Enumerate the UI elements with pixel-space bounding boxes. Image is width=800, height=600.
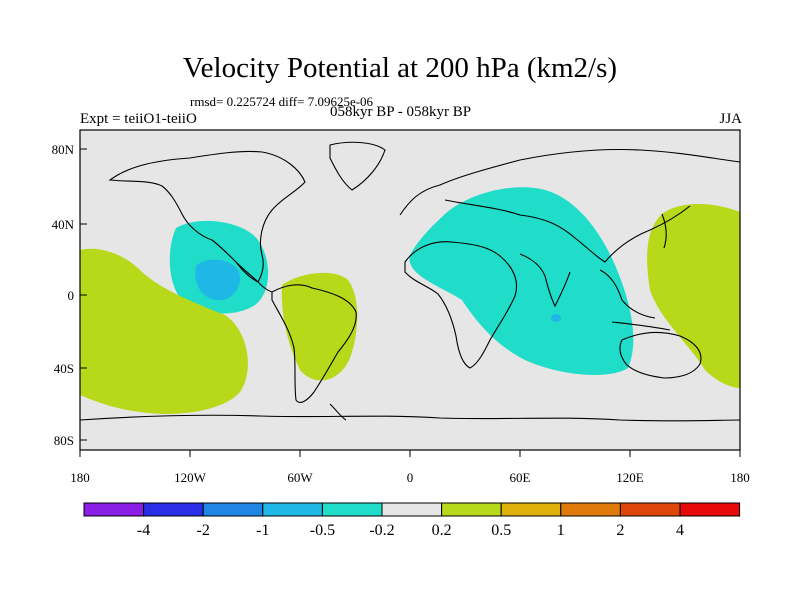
colorbar-swatch	[619, 502, 681, 517]
colorbar-swatch	[381, 502, 443, 517]
colorbar: -4 -2 -1 -0.5 -0.2 0.2 0.5 1 2 4	[83, 502, 741, 539]
contour-pos-spacific	[80, 248, 248, 414]
contour-neg-east-core	[551, 314, 561, 322]
contour-neg-pacific-core	[195, 259, 241, 301]
colorbar-swatch	[83, 502, 145, 517]
colorbar-swatch	[143, 502, 204, 517]
period-label: 058kyr BP - 058kyr BP	[330, 104, 472, 120]
colorbar-label: -0.5	[310, 522, 335, 539]
colorbar-label: 2	[616, 522, 624, 539]
y-axis-labels: 80N 40N 0 40S 80S	[52, 142, 75, 448]
x-tick-label: 180	[730, 470, 750, 485]
stats-label: rmsd= 0.225724 diff= 7.09625e-06	[190, 94, 374, 109]
colorbar-label: 1	[557, 522, 565, 539]
contour-pos-wpacific	[647, 204, 740, 388]
colorbar-swatch	[441, 502, 502, 517]
colorbar-swatch	[321, 502, 383, 517]
x-tick-label: 120E	[616, 470, 644, 485]
y-tick-label: 0	[68, 288, 75, 303]
x-tick-label: 60W	[287, 470, 313, 485]
x-axis-labels: 180 120W 60W 0 60E 120E 180	[70, 470, 750, 485]
colorbar-swatch	[500, 502, 562, 517]
colorbar-label: -0.2	[369, 522, 394, 539]
x-tick-label: 60E	[510, 470, 531, 485]
colorbar-label: -1	[256, 522, 269, 539]
contour-neg-east	[409, 187, 634, 375]
colorbar-label: -2	[197, 522, 210, 539]
colorbar-label: 4	[676, 522, 684, 539]
colorbar-swatch	[679, 502, 741, 517]
x-tick-label: 180	[70, 470, 90, 485]
colorbar-label: 0.2	[432, 522, 452, 539]
colorbar-label: 0.5	[491, 522, 511, 539]
coastlines	[79, 141, 741, 422]
experiment-label: Expt = teiiO1-teiiO	[80, 111, 197, 127]
colorbar-swatch	[262, 502, 323, 517]
x-tick-label: 120W	[174, 470, 207, 485]
colorbar-swatch	[202, 502, 264, 517]
x-tick-label: 0	[407, 470, 414, 485]
y-tick-label: 80S	[54, 433, 74, 448]
contour-fills	[80, 187, 740, 414]
colorbar-swatch	[560, 502, 621, 517]
season-label: JJA	[719, 111, 742, 127]
y-tick-label: 40N	[52, 217, 75, 232]
contour-pos-samerica	[281, 272, 358, 381]
plot-title: Velocity Potential at 200 hPa (km2/s)	[182, 52, 618, 84]
y-tick-label: 40S	[54, 361, 74, 376]
colorbar-label: -4	[137, 522, 150, 539]
axis-ticks	[79, 148, 741, 457]
y-tick-label: 80N	[52, 142, 75, 157]
